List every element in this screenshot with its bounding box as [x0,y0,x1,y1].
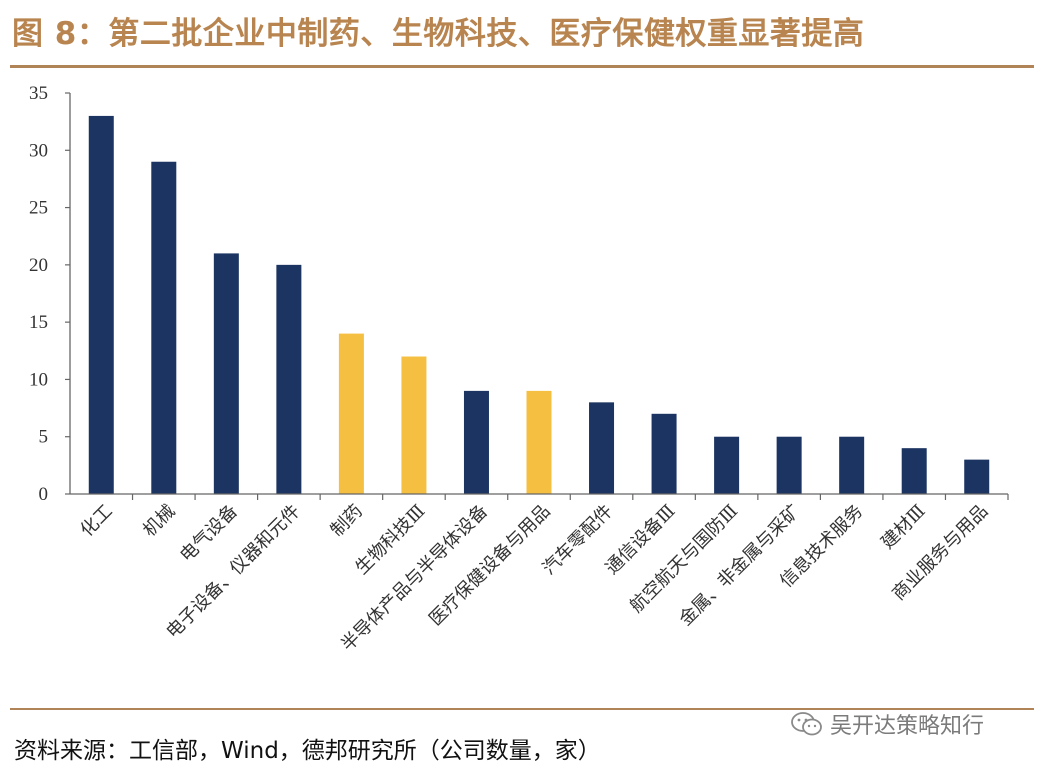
x-category-label: 电气设备 [176,501,242,567]
bar [589,402,615,494]
title-divider [10,65,1034,68]
wechat-icon [791,712,822,736]
bar [88,115,114,494]
x-category-label: 建材Ⅲ [877,501,930,554]
y-tick-label: 15 [29,312,48,333]
y-tick-label: 5 [39,427,49,448]
y-tick-label: 0 [39,484,49,505]
x-category-label: 金属、非金属与采矿 [675,501,804,630]
bar [526,390,552,494]
bar [276,264,302,494]
bar [213,253,239,494]
bar [151,161,177,494]
y-tick-label: 30 [29,140,48,161]
figure-title: 图 8：第二批企业中制药、生物科技、医疗保健权重显著提高 [12,16,865,52]
bar [463,390,489,494]
x-category-label: 制药 [327,501,367,541]
bar [651,413,677,494]
x-category-label: 航空航天与国防Ⅲ [626,501,742,617]
y-tick-label: 35 [29,83,48,104]
y-axis: 0 5 10 15 20 25 30 35 [29,83,71,505]
bar [776,436,802,494]
bar [839,436,865,494]
bar [401,356,427,494]
watermark-text: 吴开达策略知行 [830,714,985,739]
bar [714,436,740,494]
footer-divider [10,708,1034,710]
bar [338,333,364,494]
source-note: 资料来源：工信部，Wind，德邦研究所（公司数量，家） [14,738,601,764]
y-tick-label: 10 [29,369,48,390]
watermark: 吴开达策略知行 [790,708,984,740]
y-tick-label: 25 [29,198,48,219]
x-category-label: 化工 [76,501,116,541]
y-tick-label: 20 [29,255,48,276]
x-category-label: 医疗保健设备与用品 [425,501,554,630]
bar [901,448,927,494]
bars [88,115,990,494]
x-category-label: 机械 [139,501,179,541]
bar [964,459,990,494]
